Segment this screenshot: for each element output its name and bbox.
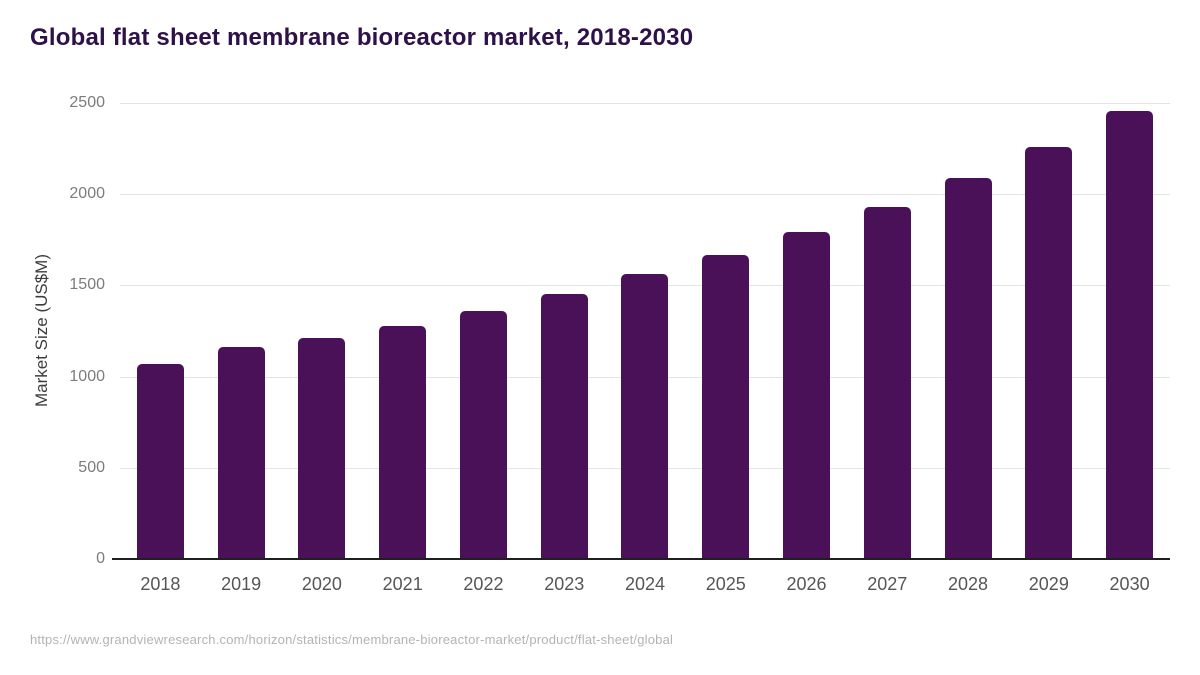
bar-group-2024: 2024	[605, 103, 686, 594]
bar-2022	[459, 310, 507, 559]
y-tick-label-2500: 2500	[69, 94, 105, 111]
bar-2029	[1025, 146, 1073, 559]
y-tick-label-0: 0	[96, 550, 105, 567]
y-axis-ticks: 0 500 1000 1500 2000 2500	[0, 94, 105, 567]
bar-group-2026: 2026	[766, 103, 847, 594]
x-tick-label-2022: 2022	[463, 574, 504, 594]
bar-group-2030: 2030	[1089, 103, 1170, 594]
bar-group-2023: 2023	[524, 103, 605, 594]
bar-2026	[783, 231, 830, 559]
y-tick-label-2000: 2000	[69, 185, 105, 203]
x-tick-label-2018: 2018	[140, 574, 181, 594]
bar-2018	[136, 363, 184, 559]
x-tick-label-2030: 2030	[1109, 574, 1150, 594]
bar-2025	[702, 255, 750, 559]
source-url: https://www.grandviewresearch.com/horizo…	[30, 632, 674, 647]
gridline-2000	[120, 194, 1170, 196]
x-tick-label-2024: 2024	[624, 574, 665, 594]
bar-group-2029: 2029	[1008, 103, 1089, 594]
x-tick-label-2020: 2020	[301, 574, 342, 594]
bar-2019	[217, 346, 265, 559]
bar-2023	[540, 293, 588, 559]
x-tick-label-2029: 2029	[1028, 574, 1069, 594]
bar-group-2019: 2019	[201, 103, 282, 594]
bar-group-2025: 2025	[685, 103, 766, 594]
y-tick-label-500: 500	[78, 458, 105, 476]
bar-2030	[1106, 111, 1154, 559]
y-tick-label-1500: 1500	[69, 276, 105, 294]
x-tick-label-2028: 2028	[948, 574, 989, 594]
bar-2020	[298, 338, 346, 559]
bar-2028	[944, 177, 992, 559]
bar-group-2020: 2020	[282, 103, 363, 594]
bar-group-2027: 2027	[847, 103, 928, 594]
plot-area: 2018 2019 2020 2021 2022 2023 2024 2025 2026 2027…	[112, 103, 1170, 594]
bar-group-2022: 2022	[443, 103, 524, 594]
x-tick-label-2019: 2019	[221, 574, 262, 594]
bar-group-2021: 2021	[362, 103, 443, 594]
bar-2024	[621, 274, 669, 559]
bar-2021	[379, 326, 427, 559]
x-tick-label-2023: 2023	[544, 574, 585, 594]
chart-title: Global flat sheet membrane bioreactor ma…	[30, 24, 694, 51]
x-tick-label-2021: 2021	[382, 574, 423, 594]
x-tick-label-2026: 2026	[786, 574, 827, 594]
x-tick-label-2025: 2025	[705, 574, 746, 594]
x-tick-label-2027: 2027	[867, 574, 908, 594]
bar-group-2028: 2028	[928, 103, 1009, 594]
bar-group-2018: 2018	[120, 103, 201, 594]
bars-row: 2018 2019 2020 2021 2022 2023 2024 2025 2026 2027…	[120, 103, 1170, 594]
x-axis-line	[112, 558, 1170, 560]
y-tick-label-1000: 1000	[69, 367, 105, 385]
bar-2027	[863, 206, 911, 559]
gridline-2500	[120, 103, 1170, 104]
